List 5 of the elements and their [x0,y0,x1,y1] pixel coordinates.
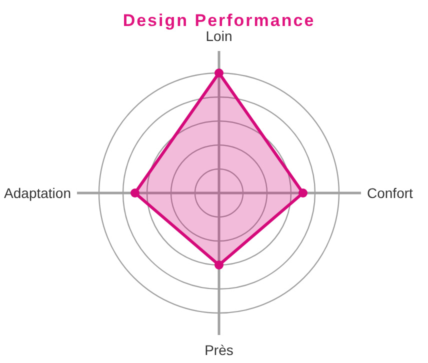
chart-title: Design Performance [122,11,316,30]
spoke-label: Loin [206,28,232,44]
spoke-label: Près [204,342,234,358]
spoke-label: Confort [367,185,414,201]
spoke-label: Adaptation [4,185,71,201]
